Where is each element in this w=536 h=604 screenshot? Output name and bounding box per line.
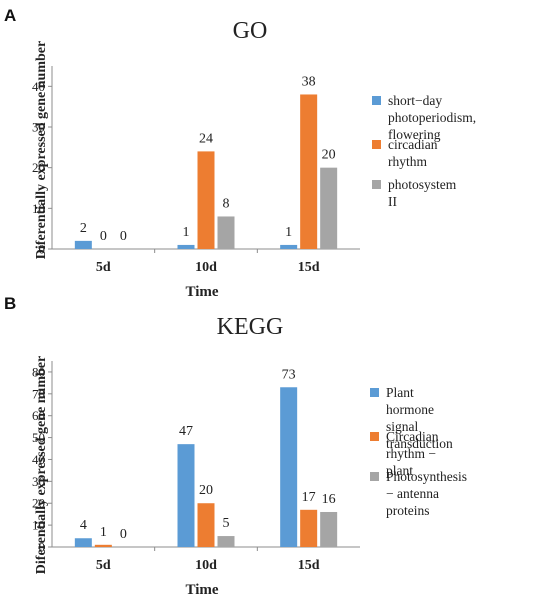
data-label: 5: [223, 516, 230, 531]
data-label: 8: [223, 196, 230, 211]
bar: [300, 509, 318, 547]
bar: [320, 167, 338, 249]
bar: [197, 503, 215, 547]
x-axis-label: Time: [185, 582, 219, 598]
data-label: 0: [100, 229, 107, 244]
y-tick-label: 80: [32, 364, 45, 379]
y-tick-label: 40: [32, 452, 45, 467]
legend-swatch: [372, 140, 381, 149]
legend: short−day photoperiodism, flowering circad…: [372, 90, 536, 209]
y-tick-label: 50: [32, 430, 45, 445]
x-tick-label: 15d: [298, 558, 320, 573]
y-tick-label: 40: [32, 79, 45, 94]
x-tick-label: 15d: [298, 260, 320, 275]
legend-swatch: [372, 180, 381, 189]
data-label: 38: [302, 74, 316, 89]
data-label: 20: [199, 483, 213, 498]
legend-swatch: [370, 432, 379, 441]
legend-label: Circadian rhythm − plant: [386, 429, 439, 478]
bar: [280, 244, 298, 249]
x-tick-label: 10d: [195, 260, 217, 275]
legend-swatch: [372, 96, 381, 105]
data-label: 24: [199, 131, 213, 146]
y-tick-label: 20: [32, 496, 45, 511]
bar: [217, 216, 235, 249]
chart-title: GO: [232, 18, 268, 44]
bar: [177, 244, 195, 249]
data-label: 73: [282, 367, 296, 382]
panel-label-b: B: [4, 294, 17, 313]
legend: Plant hormone signal transduction Circadia…: [370, 382, 536, 518]
bar: [320, 511, 338, 547]
bar: [280, 387, 298, 547]
bar: [217, 536, 235, 547]
y-tick-label: 70: [32, 386, 45, 401]
data-label: 47: [179, 424, 193, 439]
data-label: 1: [100, 525, 107, 540]
data-label: 0: [120, 229, 127, 244]
legend-label: photosystem II: [388, 177, 457, 209]
legend-label: short−day photoperiodism, flowering: [388, 93, 477, 142]
data-label: 1: [285, 225, 292, 240]
data-label: 20: [322, 148, 336, 163]
x-tick-label: 10d: [195, 558, 217, 573]
legend-swatch: [370, 388, 379, 397]
y-tick-label: 30: [32, 120, 45, 135]
y-tick-label: 20: [32, 160, 45, 175]
chart-panel-b: B KEGG Diferentially expressed gene numb…: [0, 294, 536, 604]
bar: [74, 538, 92, 547]
data-label: 17: [302, 490, 316, 505]
bar: [94, 544, 112, 547]
chart-title: KEGG: [216, 314, 284, 340]
y-tick-label: 0: [39, 242, 46, 257]
data-label: 1: [183, 225, 190, 240]
legend-label: circadian rhythm: [388, 137, 438, 169]
data-label: 16: [322, 492, 336, 507]
panel-label-a: A: [4, 6, 17, 25]
data-label: 0: [120, 527, 127, 542]
legend-label: Photosynthesis − antenna proteins: [386, 469, 468, 518]
x-axis-label: Time: [185, 284, 219, 300]
y-tick-label: 10: [32, 518, 45, 533]
chart-panel-a: A GO Diferentially expressed gene number…: [4, 6, 536, 300]
y-tick-label: 0: [39, 540, 46, 555]
bar: [300, 94, 318, 249]
x-tick-label: 5d: [96, 558, 111, 573]
y-tick-label: 30: [32, 474, 45, 489]
y-tick-label: 60: [32, 408, 45, 423]
bar: [197, 151, 215, 249]
legend-label: Plant hormone signal transduction: [386, 385, 453, 451]
x-tick-label: 5d: [96, 260, 111, 275]
bar: [177, 444, 195, 547]
data-label: 2: [80, 221, 87, 236]
bar: [74, 240, 92, 249]
data-label: 4: [80, 518, 87, 533]
legend-swatch: [370, 472, 379, 481]
y-tick-label: 10: [32, 201, 45, 216]
